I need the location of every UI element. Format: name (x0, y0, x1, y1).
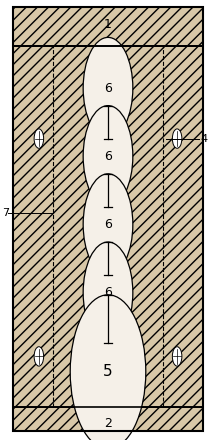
Text: 6: 6 (104, 150, 112, 163)
Circle shape (172, 347, 182, 366)
Circle shape (70, 295, 146, 440)
Bar (13, 407, 203, 431)
Text: 5: 5 (103, 364, 113, 379)
Text: 6: 6 (104, 81, 112, 95)
Text: 6: 6 (104, 218, 112, 231)
Circle shape (83, 37, 133, 139)
Bar (13, 7, 203, 46)
Circle shape (34, 347, 44, 366)
Bar (13, 7, 203, 431)
Bar (13, 46, 203, 407)
Circle shape (83, 106, 133, 207)
Text: 7: 7 (2, 209, 9, 218)
Text: 2: 2 (104, 417, 112, 430)
Circle shape (172, 129, 182, 148)
Text: 1: 1 (104, 18, 112, 31)
Circle shape (83, 174, 133, 275)
Circle shape (34, 129, 44, 148)
Text: 6: 6 (104, 286, 112, 299)
Text: 4: 4 (201, 134, 208, 143)
Circle shape (83, 242, 133, 343)
